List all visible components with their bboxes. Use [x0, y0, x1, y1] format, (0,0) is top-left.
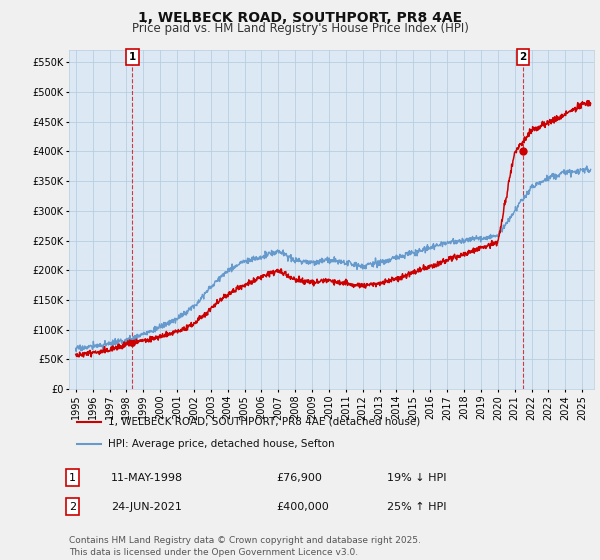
- Text: £400,000: £400,000: [276, 502, 329, 512]
- Text: 2: 2: [69, 502, 76, 512]
- Text: 19% ↓ HPI: 19% ↓ HPI: [387, 473, 446, 483]
- Text: 24-JUN-2021: 24-JUN-2021: [111, 502, 182, 512]
- Text: 25% ↑ HPI: 25% ↑ HPI: [387, 502, 446, 512]
- Text: 1, WELBECK ROAD, SOUTHPORT, PR8 4AE (detached house): 1, WELBECK ROAD, SOUTHPORT, PR8 4AE (det…: [109, 417, 421, 427]
- Text: 1: 1: [129, 52, 136, 62]
- Text: £76,900: £76,900: [276, 473, 322, 483]
- Text: Price paid vs. HM Land Registry's House Price Index (HPI): Price paid vs. HM Land Registry's House …: [131, 22, 469, 35]
- Text: HPI: Average price, detached house, Sefton: HPI: Average price, detached house, Seft…: [109, 438, 335, 449]
- Text: Contains HM Land Registry data © Crown copyright and database right 2025.
This d: Contains HM Land Registry data © Crown c…: [69, 536, 421, 557]
- Text: 1, WELBECK ROAD, SOUTHPORT, PR8 4AE: 1, WELBECK ROAD, SOUTHPORT, PR8 4AE: [138, 11, 462, 25]
- Text: 2: 2: [519, 52, 526, 62]
- Text: 11-MAY-1998: 11-MAY-1998: [111, 473, 183, 483]
- Text: 1: 1: [69, 473, 76, 483]
